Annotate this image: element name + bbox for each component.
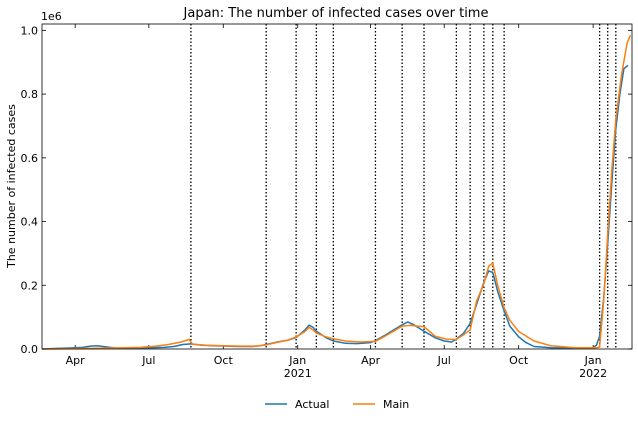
y-axis-offset-label: 1e6	[41, 10, 62, 23]
legend-label-main: Main	[383, 398, 409, 411]
x-tick-year-label: 2021	[284, 367, 312, 380]
y-axis-label: The number of infected cases	[5, 104, 18, 269]
y-tick-label: 0.8	[21, 88, 39, 101]
y-tick-label: 1.0	[21, 24, 39, 37]
x-tick-label: Oct	[214, 354, 234, 367]
y-tick-label: 0.4	[21, 216, 39, 229]
legend-label-actual: Actual	[295, 398, 329, 411]
series-lines	[41, 34, 632, 350]
x-tick-label: Jul	[437, 354, 451, 367]
x-tick-label: Apr	[361, 354, 381, 367]
series-line-main	[41, 34, 632, 350]
x-tick-label: Jan	[584, 354, 602, 367]
series-line-actual	[41, 64, 629, 350]
y-tick-label: 0.0	[21, 343, 39, 356]
y-tick-label: 0.2	[21, 279, 39, 292]
y-tick-label: 0.6	[21, 152, 39, 165]
plot-frame	[41, 23, 633, 350]
x-tick-label: Jul	[141, 354, 155, 367]
x-tick-label: Oct	[509, 354, 529, 367]
x-tick-label: Jan	[288, 354, 306, 367]
x-tick-label: Apr	[66, 354, 86, 367]
chart-title: Japan: The number of infected cases over…	[183, 6, 489, 21]
legend: Actual Main	[265, 398, 409, 411]
change-point-lines	[190, 24, 617, 349]
x-tick-year-label: 2022	[579, 367, 607, 380]
